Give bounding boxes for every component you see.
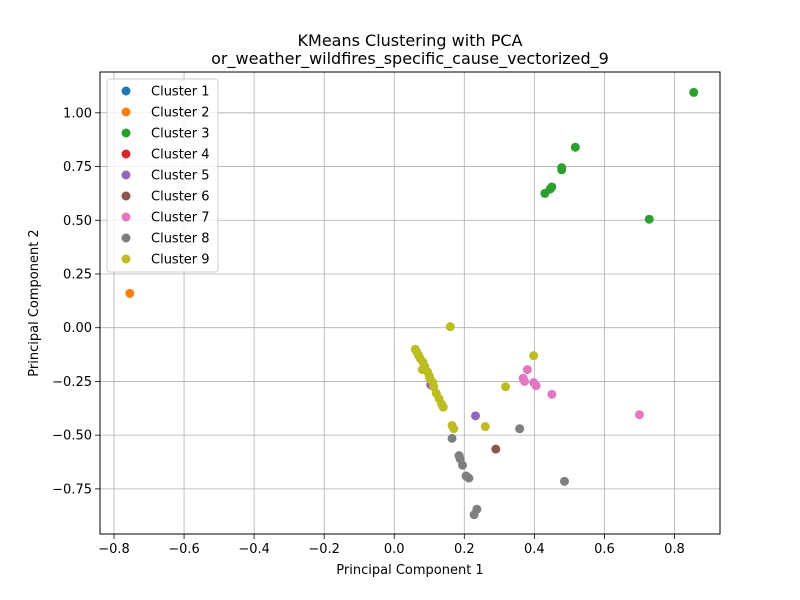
legend-marker (121, 107, 131, 117)
legend-label: Cluster 2 (151, 106, 210, 121)
cluster-3-point (689, 87, 699, 97)
cluster-6-point (491, 444, 501, 454)
legend-label: Cluster 5 (151, 169, 210, 184)
y-tick-label: −0.50 (52, 429, 92, 444)
cluster-8-point (515, 424, 525, 434)
legend-label: Cluster 7 (151, 211, 210, 226)
legend-marker (121, 170, 131, 180)
cluster-8-point (469, 510, 479, 520)
legend-marker (121, 233, 131, 243)
legend-marker (121, 149, 131, 159)
chart-title: KMeans Clustering with PCA (298, 31, 523, 50)
x-tick-label: −0.6 (168, 542, 200, 557)
y-tick-label: 0.50 (63, 214, 92, 229)
cluster-7-point (547, 389, 557, 399)
cluster-3-point (644, 214, 654, 224)
legend-marker (121, 212, 131, 222)
x-tick-label: 0.4 (524, 542, 545, 557)
y-tick-label: 0.00 (63, 321, 92, 336)
axis-ticks: −0.8 −0.6 −0.4 −0.2 0.0 0.2 0.4 0.6 0.8 −0.75 −0.5… (52, 106, 685, 557)
cluster-8-point (447, 433, 457, 443)
x-tick-label: −0.4 (238, 542, 270, 557)
grid (100, 72, 720, 534)
legend-marker (121, 254, 131, 264)
y-tick-label: −0.25 (52, 375, 92, 390)
cluster-9-point (438, 402, 448, 412)
legend-label: Cluster 8 (151, 232, 210, 247)
x-tick-label: 0.0 (384, 542, 405, 557)
data-points (125, 87, 699, 520)
legend-label: Cluster 6 (151, 190, 210, 205)
legend-marker (121, 86, 131, 96)
legend: Cluster 1 Cluster 2 Cluster 3 Cluster 4 Clus… (106, 78, 219, 273)
cluster-7-point (634, 410, 644, 420)
legend-label: Cluster 9 (151, 253, 210, 268)
cluster-2-point (125, 288, 135, 298)
cluster-9-point (529, 351, 539, 361)
cluster-9-point (445, 322, 455, 332)
cluster-9-point (449, 424, 459, 434)
cluster-8-point (559, 476, 569, 486)
x-axis-label: Principal Component 1 (336, 563, 483, 578)
cluster-3-point (557, 165, 567, 175)
legend-marker (121, 128, 131, 138)
y-axis-label: Principal Component 2 (27, 229, 42, 376)
legend-label: Cluster 1 (151, 85, 210, 100)
cluster-8-point (458, 460, 468, 470)
plot-frame (99, 71, 721, 535)
chart-subtitle: or_weather_wildfires_specific_cause_vect… (211, 49, 609, 69)
y-tick-label: −0.75 (52, 482, 92, 497)
x-tick-label: −0.8 (98, 542, 130, 557)
legend-box (106, 78, 219, 273)
y-tick-label: 0.25 (63, 267, 92, 282)
cluster-9-point (501, 382, 511, 392)
x-tick-label: 0.2 (454, 542, 475, 557)
cluster-7-point (531, 381, 541, 391)
cluster-5-point (471, 411, 481, 421)
cluster-7-point (522, 365, 532, 375)
x-tick-label: 0.8 (664, 542, 685, 557)
cluster-7-point (520, 376, 530, 386)
legend-label: Cluster 4 (151, 148, 210, 163)
x-tick-label: 0.6 (594, 542, 615, 557)
cluster-9-point (480, 422, 490, 432)
cluster-3-point (540, 188, 550, 198)
cluster-3-point (570, 142, 580, 152)
cluster-8-point (464, 473, 474, 483)
y-tick-label: 1.00 (63, 106, 92, 121)
y-tick-label: 0.75 (63, 160, 92, 175)
legend-label: Cluster 3 (151, 127, 210, 142)
legend-marker (121, 191, 131, 201)
x-tick-label: −0.2 (308, 542, 340, 557)
